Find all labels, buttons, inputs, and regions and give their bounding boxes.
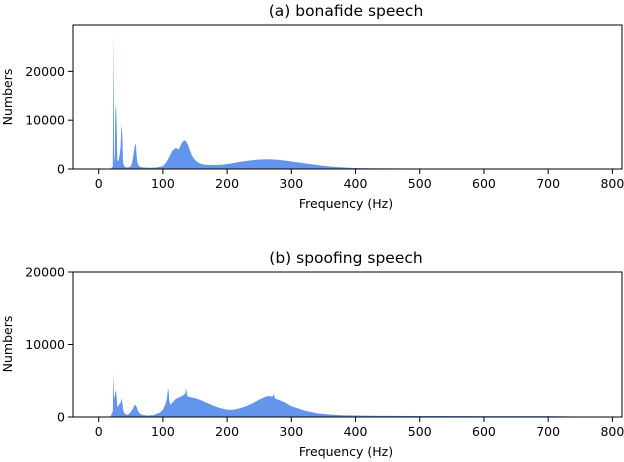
x-tick-label: 500 (408, 424, 432, 439)
x-tick-label: 700 (536, 176, 560, 191)
x-tick-label: 300 (279, 176, 303, 191)
histogram-series-0 (110, 32, 613, 169)
x-tick-label: 800 (600, 176, 624, 191)
x-tick-label: 0 (95, 176, 103, 191)
y-tick-label: 10000 (25, 337, 65, 352)
x-axis-label: Frequency (Hz) (299, 196, 393, 211)
x-tick-label: 300 (279, 424, 303, 439)
x-tick-label: 600 (472, 176, 496, 191)
x-axis-label: Frequency (Hz) (299, 444, 393, 459)
x-tick-label: 0 (95, 424, 103, 439)
histogram-series-0 (110, 373, 613, 417)
chart-bonafide: (a) bonafide speech 0 100 200 300 400 500 600 7… (0, 2, 624, 211)
x-tick-label: 800 (600, 424, 624, 439)
x-tick-label: 400 (344, 176, 368, 191)
plot-frame (72, 24, 623, 170)
x-tick-label: 700 (536, 424, 560, 439)
y-tick-label: 20000 (25, 265, 65, 280)
x-tick-label: 500 (408, 176, 432, 191)
y-tick-label: 0 (57, 162, 65, 177)
x-tick-label: 100 (151, 176, 175, 191)
y-axis-label: Numbers (0, 316, 15, 373)
chart-title: (a) bonafide speech (269, 2, 424, 20)
y-tick-label: 10000 (25, 113, 65, 128)
x-tick-label: 200 (215, 176, 239, 191)
chart-spoofing: (b) spoofing speech 0 100 200 300 400 500 600 7… (0, 249, 624, 459)
y-tick-label: 20000 (25, 64, 65, 79)
x-tick-label: 600 (472, 424, 496, 439)
x-tick-label: 400 (344, 424, 368, 439)
plot-frame (72, 271, 623, 418)
chart-title: (b) spoofing speech (269, 249, 422, 267)
y-axis-label: Numbers (0, 69, 15, 126)
y-tick-label: 0 (57, 410, 65, 425)
x-tick-label: 100 (151, 424, 175, 439)
x-tick-label: 200 (215, 424, 239, 439)
